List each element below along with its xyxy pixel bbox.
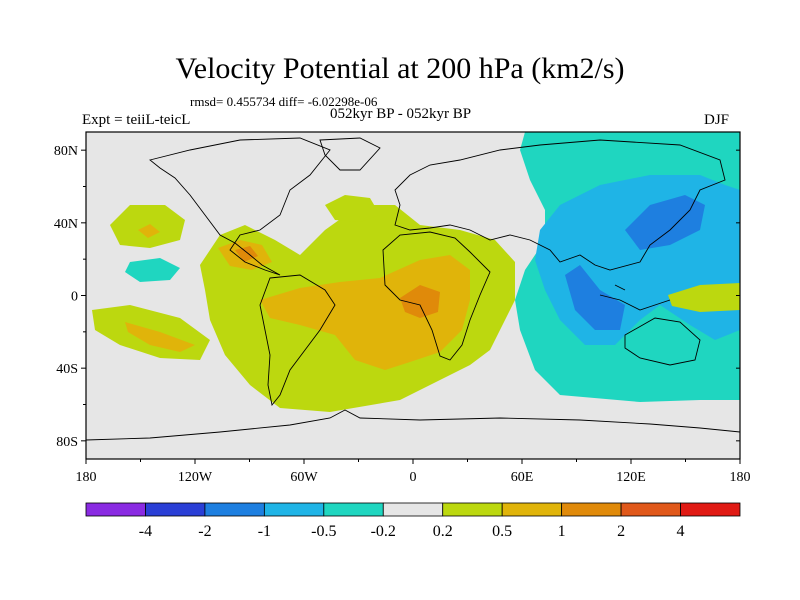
coast-africa [382,231,491,361]
coast-australia [624,317,701,366]
lat-label: 40S [56,362,78,377]
colorbar-swatch [620,502,681,517]
negative-patch-pacific [125,258,180,282]
colorbar-label: 0.2 [433,523,453,540]
lat-label: 80S [56,435,78,450]
colorbar [85,502,741,517]
lon-label: 60W [290,470,318,485]
lon-label: 180 [76,470,97,485]
colorbar-labels: -4 -2 -1 -0.5 -0.2 0.2 0.5 1 2 4 [139,523,685,540]
colorbar-label: 4 [677,523,685,540]
colorbar-label: -0.2 [371,523,396,540]
latitude-labels: 80N 40N 0 40S 80S [54,144,78,450]
coast-north-america [149,137,331,276]
figure-title: Velocity Potential at 200 hPa (km2/s) [175,52,625,85]
lon-label: 120W [178,470,213,485]
colorbar-swatch [561,502,622,517]
contour-field [86,132,740,459]
colorbar-swatch [204,502,265,517]
positive-core-central-america-inner [235,246,258,262]
colorbar-swatch [680,502,741,517]
lon-label: 60E [511,470,534,485]
negative-core-indian-ocean [565,265,625,330]
colorbar-swatch [501,502,563,517]
lon-label: 180 [730,470,751,485]
lat-label: 80N [54,144,78,159]
period-label: 052kyr BP - 052kyr BP [330,106,472,122]
positive-region-atlantic-inner [260,255,470,370]
colorbar-swatch [145,502,206,517]
coast-greenland [319,137,381,171]
lat-label: 0 [71,290,78,305]
colorbar-swatch [323,502,384,517]
positive-core-south-pacific [125,322,195,352]
coast-antarctica [86,409,740,441]
colorbar-swatch [85,502,146,517]
stats-label: rmsd= 0.455734 diff= -6.02298e-06 [190,94,378,109]
positive-patch-mediterranean [325,195,380,222]
longitude-labels: 180 120W 60W 0 60E 120E 180 [76,470,751,485]
colorbar-swatch [382,502,444,517]
lon-label: 0 [410,470,417,485]
colorbar-label: 0.5 [492,523,512,540]
colorbar-swatch [263,502,325,517]
colorbar-label: -2 [198,523,211,540]
positive-core-central-africa [400,285,440,318]
positive-core-north-pacific [138,224,160,238]
coastlines [86,137,740,441]
lat-label: 40N [54,217,78,232]
axis-ticks [81,149,741,464]
colorbar-swatch [442,502,503,517]
lon-label: 120E [616,470,646,485]
coast-europe [394,139,726,271]
positive-lobe-west-pacific [668,283,740,312]
colorbar-label: -1 [258,523,271,540]
coast-maritime-continent [599,284,671,311]
colorbar-label: -4 [139,523,152,540]
experiment-label: Expt = teiiL-teicL [82,112,191,128]
colorbar-label: 2 [617,523,625,540]
coast-south-america [259,274,336,407]
season-label: DJF [704,112,730,128]
negative-core-east-asia [625,195,705,250]
colorbar-label: -0.5 [311,523,336,540]
colorbar-label: 1 [558,523,566,540]
